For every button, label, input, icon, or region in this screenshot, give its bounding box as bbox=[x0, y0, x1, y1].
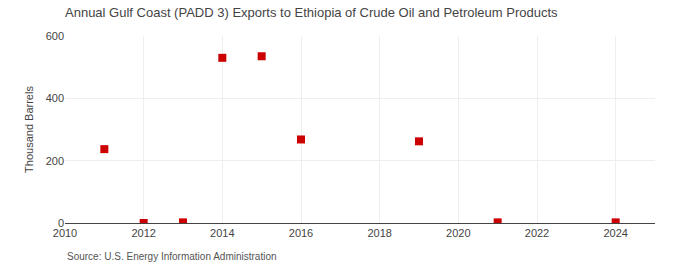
svg-text:Annual Gulf Coast (PADD 3) Exp: Annual Gulf Coast (PADD 3) Exports to Et… bbox=[65, 5, 558, 20]
svg-text:2012: 2012 bbox=[131, 227, 155, 239]
svg-text:600: 600 bbox=[46, 30, 64, 42]
svg-text:2016: 2016 bbox=[289, 227, 313, 239]
svg-text:2024: 2024 bbox=[603, 227, 627, 239]
svg-text:2022: 2022 bbox=[525, 227, 549, 239]
svg-text:Thousand Barrels: Thousand Barrels bbox=[23, 86, 35, 173]
svg-text:2018: 2018 bbox=[367, 227, 391, 239]
svg-text:200: 200 bbox=[46, 155, 64, 167]
svg-text:2020: 2020 bbox=[446, 227, 470, 239]
svg-text:Source: U.S. Energy Informatio: Source: U.S. Energy Information Administ… bbox=[67, 251, 277, 262]
svg-text:2014: 2014 bbox=[210, 227, 234, 239]
svg-text:0: 0 bbox=[58, 217, 64, 229]
svg-text:400: 400 bbox=[46, 92, 64, 104]
svg-text:2010: 2010 bbox=[53, 227, 77, 239]
